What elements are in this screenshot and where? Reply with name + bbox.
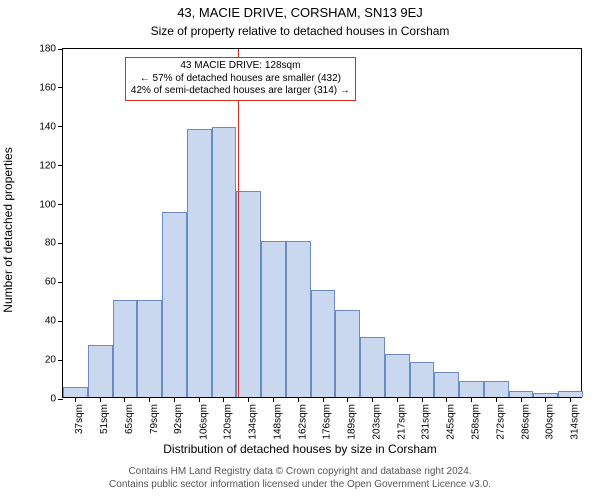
histogram-bar	[162, 212, 187, 397]
ytick-label: 140	[39, 121, 63, 132]
histogram-bar	[459, 381, 484, 397]
ytick-label: 0	[50, 394, 63, 405]
xtick-label: 217sqm	[396, 404, 407, 440]
histogram-bar	[484, 381, 509, 397]
ytick-label: 80	[45, 238, 63, 249]
ytick-label: 40	[45, 316, 63, 327]
histogram-bar	[212, 127, 237, 397]
y-axis-label: Number of detached properties	[1, 130, 15, 330]
histogram-bar	[360, 337, 385, 397]
xtick	[446, 397, 447, 402]
property-marker-line	[238, 49, 239, 397]
xtick	[347, 397, 348, 402]
ytick-label: 60	[45, 277, 63, 288]
xtick-label: 300sqm	[545, 404, 556, 440]
histogram-bar	[187, 129, 212, 397]
xtick-label: 231sqm	[421, 404, 432, 440]
xtick-label: 37sqm	[74, 404, 85, 434]
histogram-bar	[137, 300, 162, 397]
xtick	[471, 397, 472, 402]
xtick-label: 245sqm	[446, 404, 457, 440]
histogram-bar	[335, 310, 360, 398]
xtick	[496, 397, 497, 402]
callout-line: ← 57% of detached houses are smaller (43…	[131, 73, 350, 86]
histogram-bar	[88, 345, 113, 398]
x-axis-label: Distribution of detached houses by size …	[0, 442, 600, 456]
xtick	[124, 397, 125, 402]
page-subtitle: Size of property relative to detached ho…	[0, 24, 600, 38]
footer: Contains HM Land Registry data © Crown c…	[0, 465, 600, 491]
xtick-label: 92sqm	[173, 404, 184, 434]
ytick-label: 20	[45, 355, 63, 366]
xtick-label: 106sqm	[198, 404, 209, 440]
ytick-label: 120	[39, 160, 63, 171]
page-title: 43, MACIE DRIVE, CORSHAM, SN13 9EJ	[0, 5, 600, 20]
xtick-label: 51sqm	[99, 404, 110, 434]
callout-line: 43 MACIE DRIVE: 128sqm	[131, 60, 350, 73]
histogram-bar	[236, 191, 261, 397]
xtick-label: 189sqm	[347, 404, 358, 440]
xtick	[248, 397, 249, 402]
xtick	[521, 397, 522, 402]
xtick-label: 65sqm	[124, 404, 135, 434]
xtick	[75, 397, 76, 402]
ytick-label: 160	[39, 82, 63, 93]
xtick	[273, 397, 274, 402]
xtick-label: 176sqm	[322, 404, 333, 440]
xtick-label: 286sqm	[520, 404, 531, 440]
xtick	[223, 397, 224, 402]
histogram-bar	[113, 300, 138, 397]
xtick-label: 79sqm	[149, 404, 160, 434]
xtick-label: 314sqm	[570, 404, 581, 440]
callout-box: 43 MACIE DRIVE: 128sqm← 57% of detached …	[125, 57, 356, 101]
footer-line: Contains HM Land Registry data © Crown c…	[0, 465, 600, 478]
xtick-label: 272sqm	[495, 404, 506, 440]
ytick-label: 180	[39, 44, 63, 55]
histogram-bar	[311, 290, 336, 397]
xtick-label: 148sqm	[272, 404, 283, 440]
xtick-label: 258sqm	[471, 404, 482, 440]
xtick	[100, 397, 101, 402]
xtick	[323, 397, 324, 402]
histogram-bar	[385, 354, 410, 397]
xtick	[199, 397, 200, 402]
xtick	[570, 397, 571, 402]
xtick	[174, 397, 175, 402]
xtick	[149, 397, 150, 402]
callout-line: 42% of semi-detached houses are larger (…	[131, 85, 350, 98]
ytick-label: 100	[39, 199, 63, 210]
xtick-label: 120sqm	[223, 404, 234, 440]
histogram-bar	[434, 372, 459, 397]
footer-line: Contains public sector information licen…	[0, 478, 600, 491]
xtick-label: 203sqm	[372, 404, 383, 440]
xtick	[298, 397, 299, 402]
xtick	[545, 397, 546, 402]
plot-area: 02040608010012014016018043 MACIE DRIVE: …	[62, 48, 582, 398]
xtick	[422, 397, 423, 402]
xtick-label: 162sqm	[297, 404, 308, 440]
xtick	[372, 397, 373, 402]
xtick-label: 134sqm	[248, 404, 259, 440]
histogram-bar	[410, 362, 435, 397]
histogram-bar	[286, 241, 311, 397]
histogram-bar	[63, 387, 88, 397]
xtick	[397, 397, 398, 402]
histogram-bar	[261, 241, 286, 397]
